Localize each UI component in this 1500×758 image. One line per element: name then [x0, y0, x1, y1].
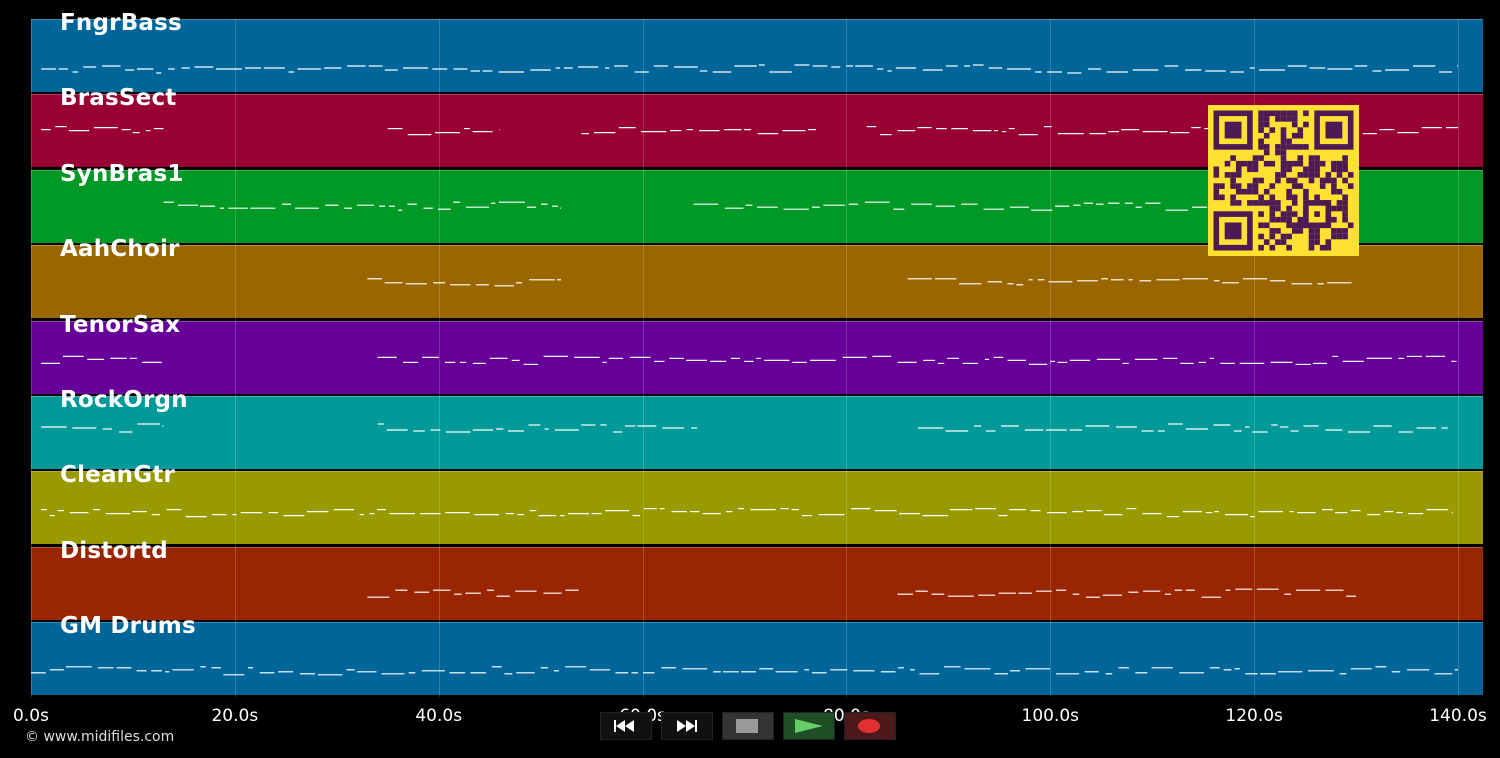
copyright-text: © www.midifiles.com: [25, 729, 175, 745]
record-icon: [858, 719, 880, 733]
track-label: RockOrgn: [60, 387, 188, 413]
gridline: [234, 19, 236, 697]
note-strip: [367, 278, 1352, 287]
note-strip: [41, 355, 1457, 365]
time-tick-label: 140.0s: [1429, 706, 1487, 726]
time-tick-label: 40.0s: [415, 706, 463, 726]
track-distortd[interactable]: Distortd: [31, 538, 1483, 620]
time-tick-label: 100.0s: [1021, 706, 1080, 726]
track-label: SynBras1: [60, 160, 184, 187]
rewind-button[interactable]: [600, 712, 652, 740]
stop-icon: [736, 719, 758, 733]
note-strip: [31, 666, 1458, 676]
note-strip: [41, 423, 1448, 433]
track-label: BrasSect: [60, 85, 177, 112]
gridline: [31, 19, 32, 697]
track-label: CleanGtr: [60, 462, 176, 489]
transport-controls: [600, 712, 896, 742]
track-label: Distortd: [60, 537, 168, 564]
time-tick-label: 0.0s: [13, 706, 49, 726]
note-strip: [163, 201, 1234, 211]
time-tick-label: 120.0s: [1225, 706, 1283, 726]
rewind-icon: [614, 720, 634, 732]
gridline: [1254, 19, 1256, 697]
track-tenorsax[interactable]: TenorSax: [31, 312, 1483, 394]
fast-forward-icon: [677, 720, 697, 732]
gridline: [846, 19, 848, 697]
track-cleangtr[interactable]: CleanGtr: [31, 462, 1483, 545]
play-button[interactable]: [783, 712, 835, 740]
stop-button[interactable]: [722, 712, 774, 740]
play-icon: [795, 719, 823, 733]
track-fngrbass[interactable]: FngrBass: [31, 10, 1483, 92]
gridline: [642, 19, 644, 697]
track-label: FngrBass: [60, 10, 182, 36]
fast-forward-button[interactable]: [661, 712, 713, 740]
record-button[interactable]: [844, 712, 896, 740]
track-label: TenorSax: [60, 311, 181, 338]
track-label: GM Drums: [60, 613, 196, 640]
gridline: [1458, 19, 1459, 697]
gridline: [1050, 19, 1052, 697]
note-strip: [41, 508, 1453, 518]
track-rockorgn[interactable]: RockOrgn: [31, 387, 1483, 469]
gridline: [438, 19, 440, 697]
note-strip: [367, 588, 1357, 598]
qr-code: [1208, 105, 1359, 256]
track-label: AahChoir: [60, 236, 180, 263]
time-tick-label: 20.0s: [211, 706, 259, 726]
track-gm-drums[interactable]: GM Drums: [31, 613, 1483, 696]
track-aahchoir[interactable]: AahChoir: [31, 236, 1483, 319]
note-strip: [41, 64, 1458, 74]
